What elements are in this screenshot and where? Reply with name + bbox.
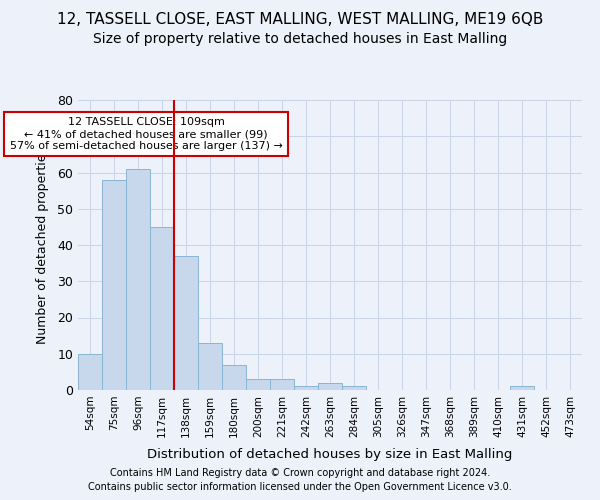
X-axis label: Distribution of detached houses by size in East Malling: Distribution of detached houses by size … — [148, 448, 512, 461]
Bar — [318, 383, 342, 390]
Bar — [174, 256, 198, 390]
Bar — [78, 354, 102, 390]
Text: Contains HM Land Registry data © Crown copyright and database right 2024.: Contains HM Land Registry data © Crown c… — [110, 468, 490, 477]
Text: Size of property relative to detached houses in East Malling: Size of property relative to detached ho… — [93, 32, 507, 46]
Text: Contains public sector information licensed under the Open Government Licence v3: Contains public sector information licen… — [88, 482, 512, 492]
Text: 12 TASSELL CLOSE: 109sqm
← 41% of detached houses are smaller (99)
57% of semi-d: 12 TASSELL CLOSE: 109sqm ← 41% of detach… — [10, 118, 283, 150]
Bar — [150, 227, 174, 390]
Bar — [102, 180, 126, 390]
Bar — [198, 343, 222, 390]
Y-axis label: Number of detached properties: Number of detached properties — [36, 146, 49, 344]
Text: 12, TASSELL CLOSE, EAST MALLING, WEST MALLING, ME19 6QB: 12, TASSELL CLOSE, EAST MALLING, WEST MA… — [57, 12, 543, 28]
Bar — [246, 379, 270, 390]
Bar — [510, 386, 534, 390]
Bar — [294, 386, 318, 390]
Bar — [222, 364, 246, 390]
Bar — [126, 169, 150, 390]
Bar — [342, 386, 366, 390]
Bar — [270, 379, 294, 390]
